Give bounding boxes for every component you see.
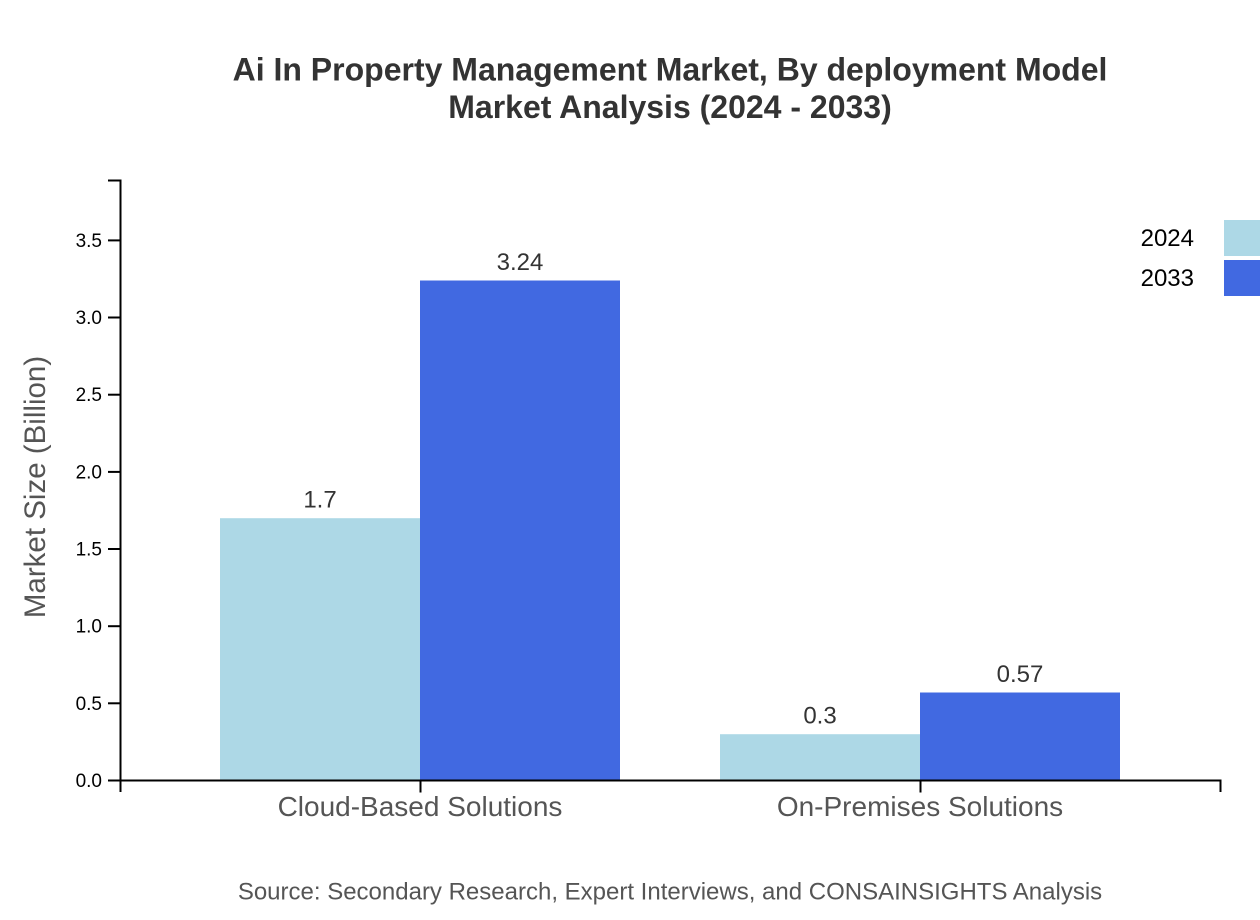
svg-text:3.24: 3.24 xyxy=(497,249,544,276)
svg-text:Cloud-Based Solutions: Cloud-Based Solutions xyxy=(278,791,563,822)
svg-text:0.3: 0.3 xyxy=(803,703,836,730)
svg-text:0.5: 0.5 xyxy=(76,694,102,715)
svg-text:Market Size (Billion): Market Size (Billion) xyxy=(19,356,52,618)
svg-text:0.57: 0.57 xyxy=(997,661,1044,688)
svg-text:0.0: 0.0 xyxy=(76,771,102,792)
svg-text:On-Premises Solutions: On-Premises Solutions xyxy=(777,791,1063,822)
svg-text:1.0: 1.0 xyxy=(76,617,102,638)
svg-text:Market Analysis (2024 - 2033): Market Analysis (2024 - 2033) xyxy=(448,89,892,125)
svg-text:3.0: 3.0 xyxy=(76,308,102,329)
svg-text:1.7: 1.7 xyxy=(303,487,336,514)
svg-text:2024: 2024 xyxy=(1141,225,1194,252)
svg-text:1.5: 1.5 xyxy=(76,540,102,561)
svg-text:Source: Secondary Research, Ex: Source: Secondary Research, Expert Inter… xyxy=(238,879,1102,906)
svg-text:2.0: 2.0 xyxy=(76,462,102,483)
svg-text:2033: 2033 xyxy=(1141,265,1194,292)
svg-text:Ai In Property Management Mark: Ai In Property Management Market, By dep… xyxy=(233,52,1108,88)
svg-text:3.5: 3.5 xyxy=(76,231,102,252)
svg-text:2.5: 2.5 xyxy=(76,385,102,406)
